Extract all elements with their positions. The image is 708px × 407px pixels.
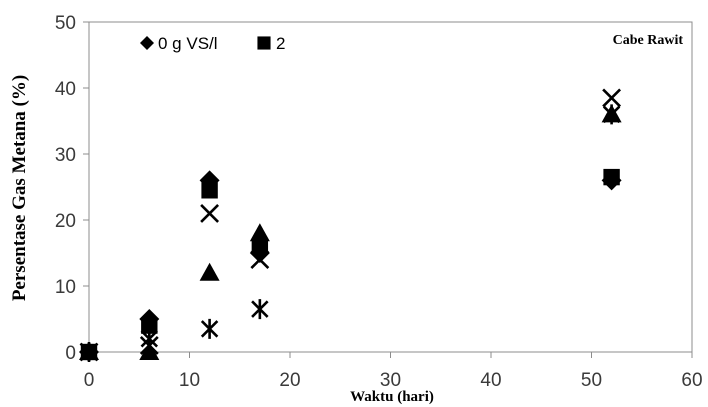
asterisk-point (602, 104, 621, 125)
y-axis: 0 10 20 30 40 50 (55, 13, 89, 364)
legend-square-icon (257, 36, 271, 50)
x-axis-title: Waktu (hari) (350, 389, 434, 405)
cross-point (200, 203, 220, 223)
cross-point (250, 250, 270, 270)
x-tick-label: 0 (84, 370, 95, 391)
asterisk-point (251, 299, 269, 320)
x-tick-label: 10 (179, 370, 200, 391)
legend: 0 g VS/l 2 (140, 34, 285, 53)
x-tick-label: 60 (681, 370, 702, 391)
square-point (201, 182, 218, 199)
x-axis: 0 10 20 30 40 50 60 (84, 352, 703, 391)
data-points (79, 88, 622, 362)
y-axis-title: Persentase Gas Metana (%) (9, 75, 30, 301)
y-tick-label: 10 (55, 277, 76, 298)
legend-label: 2 (276, 34, 285, 53)
cross-point (602, 88, 622, 108)
y-tick-label: 40 (55, 79, 76, 100)
square-point (141, 317, 158, 334)
asterisk-point (140, 328, 159, 349)
x-tick-label: 40 (480, 370, 501, 391)
asterisk-point (200, 318, 219, 339)
square-point (603, 168, 620, 186)
square-point (251, 238, 269, 255)
triangle-point (139, 342, 160, 360)
x-tick-label: 30 (380, 370, 401, 391)
legend-diamond-icon (140, 36, 154, 50)
legend-label: 0 g VS/l (158, 34, 218, 53)
chart-annotation: Cabe Rawit (613, 33, 684, 48)
asterisk-point (80, 342, 98, 362)
y-tick-label: 30 (55, 145, 76, 166)
x-tick-label: 20 (279, 370, 300, 391)
x-tick-label: 50 (581, 370, 602, 391)
y-tick-label: 0 (65, 343, 76, 364)
y-tick-label: 50 (55, 13, 76, 34)
triangle-point (249, 223, 270, 242)
y-tick-label: 20 (55, 211, 76, 232)
triangle-point (199, 262, 220, 281)
